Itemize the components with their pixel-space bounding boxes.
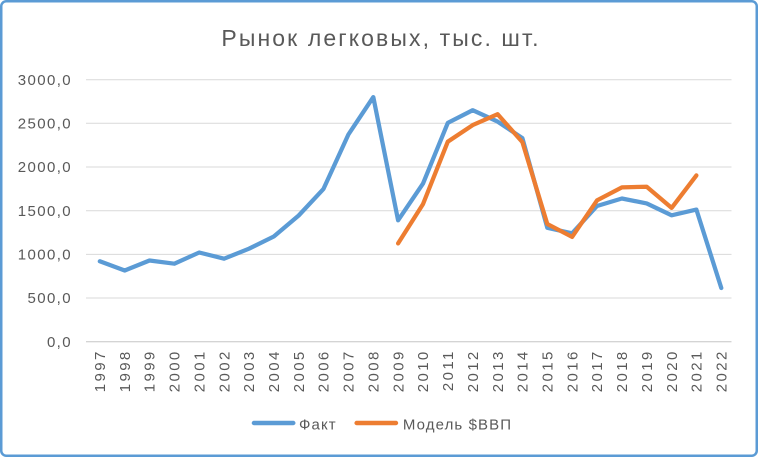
svg-text:2011: 2011 <box>440 349 457 391</box>
svg-text:2009: 2009 <box>390 349 407 392</box>
svg-text:3000,0: 3000,0 <box>18 72 72 89</box>
svg-text:2019: 2019 <box>639 349 656 392</box>
svg-text:2018: 2018 <box>614 349 631 392</box>
svg-text:1999: 1999 <box>142 349 159 392</box>
svg-text:0,0: 0,0 <box>47 334 72 351</box>
svg-text:2014: 2014 <box>515 349 532 392</box>
svg-text:2000: 2000 <box>167 349 184 392</box>
svg-text:2015: 2015 <box>540 349 557 392</box>
svg-text:1998: 1998 <box>117 349 134 392</box>
svg-text:2017: 2017 <box>589 349 606 392</box>
svg-text:2008: 2008 <box>366 349 383 392</box>
svg-text:2021: 2021 <box>689 349 706 392</box>
svg-text:Модель $ВВП: Модель $ВВП <box>403 417 512 434</box>
svg-text:1500,0: 1500,0 <box>18 203 72 220</box>
svg-text:1000,0: 1000,0 <box>18 247 72 264</box>
svg-text:500,0: 500,0 <box>27 290 72 307</box>
svg-text:2012: 2012 <box>465 349 482 392</box>
svg-text:2010: 2010 <box>415 349 432 392</box>
svg-text:2003: 2003 <box>241 349 258 392</box>
svg-text:2500,0: 2500,0 <box>18 116 72 133</box>
svg-text:2004: 2004 <box>266 349 283 392</box>
svg-text:2005: 2005 <box>291 349 308 392</box>
svg-text:1997: 1997 <box>92 349 109 392</box>
svg-text:2016: 2016 <box>564 349 581 392</box>
svg-text:2020: 2020 <box>664 349 681 392</box>
svg-text:2000,0: 2000,0 <box>18 159 72 176</box>
svg-text:Факт: Факт <box>299 417 337 434</box>
svg-text:2006: 2006 <box>316 349 333 392</box>
svg-text:2007: 2007 <box>341 349 358 392</box>
svg-text:2013: 2013 <box>490 349 507 392</box>
svg-text:2001: 2001 <box>191 349 208 392</box>
svg-text:2002: 2002 <box>216 349 233 392</box>
svg-text:2022: 2022 <box>714 349 731 392</box>
svg-text:Рынок легковых, тыс. шт.: Рынок легковых, тыс. шт. <box>221 25 540 51</box>
